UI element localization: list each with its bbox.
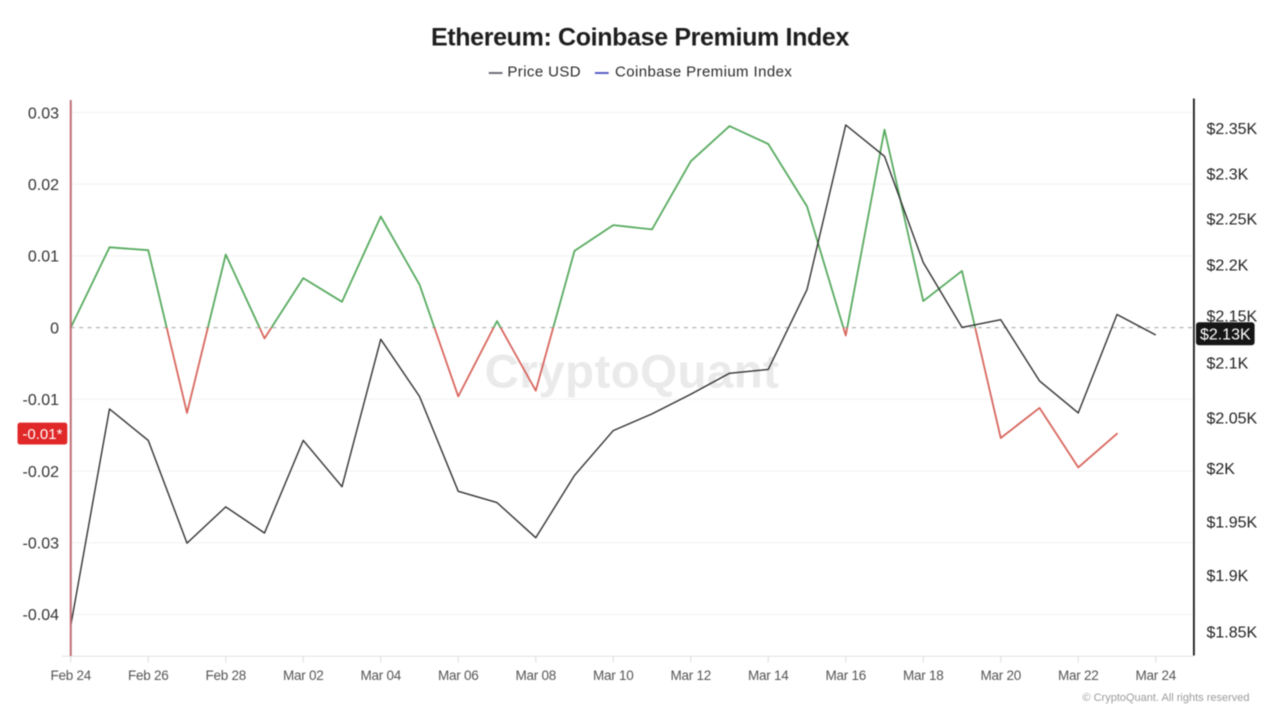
svg-text:Mar 14: Mar 14 xyxy=(748,668,789,683)
svg-text:-0.01: -0.01 xyxy=(23,392,60,409)
svg-text:Price USD: Price USD xyxy=(507,64,581,81)
svg-text:0.01: 0.01 xyxy=(28,249,59,266)
svg-text:Mar 10: Mar 10 xyxy=(593,668,634,683)
svg-text:Mar 12: Mar 12 xyxy=(670,668,711,683)
svg-text:Mar 06: Mar 06 xyxy=(438,668,479,683)
svg-text:Mar 02: Mar 02 xyxy=(283,668,324,683)
svg-text:$1.95K: $1.95K xyxy=(1207,515,1258,532)
svg-text:-0.02: -0.02 xyxy=(23,464,60,481)
svg-text:CryptoQuant: CryptoQuant xyxy=(485,345,780,398)
svg-text:© CryptoQuant. All rights rese: © CryptoQuant. All rights reserved xyxy=(1082,692,1249,704)
svg-text:-0.03: -0.03 xyxy=(23,536,60,553)
svg-text:$2.1K: $2.1K xyxy=(1207,355,1249,372)
svg-text:0.03: 0.03 xyxy=(28,105,59,122)
svg-text:Coinbase Premium Index: Coinbase Premium Index xyxy=(615,64,792,81)
svg-text:$1.9K: $1.9K xyxy=(1207,568,1249,585)
svg-text:Mar 04: Mar 04 xyxy=(360,668,401,683)
svg-text:-0.04: -0.04 xyxy=(23,607,60,624)
svg-text:Mar 18: Mar 18 xyxy=(903,668,944,683)
svg-text:Feb 28: Feb 28 xyxy=(205,668,246,683)
svg-text:0.02: 0.02 xyxy=(28,177,59,194)
svg-text:$2.25K: $2.25K xyxy=(1207,212,1258,229)
svg-text:-0.01*: -0.01* xyxy=(22,426,62,443)
svg-text:Mar 08: Mar 08 xyxy=(515,668,556,683)
svg-text:Feb 24: Feb 24 xyxy=(50,668,91,683)
svg-text:$2.35K: $2.35K xyxy=(1207,121,1258,138)
svg-text:$1.85K: $1.85K xyxy=(1207,625,1258,642)
svg-text:Ethereum: Coinbase Premium Ind: Ethereum: Coinbase Premium Index xyxy=(431,24,850,52)
svg-text:$2.3K: $2.3K xyxy=(1207,167,1249,184)
svg-text:Mar 16: Mar 16 xyxy=(825,668,866,683)
svg-text:$2.2K: $2.2K xyxy=(1207,258,1249,275)
svg-text:0: 0 xyxy=(50,320,59,337)
svg-text:Mar 22: Mar 22 xyxy=(1058,668,1099,683)
svg-text:$2K: $2K xyxy=(1207,461,1236,478)
svg-text:Mar 24: Mar 24 xyxy=(1135,668,1176,683)
svg-text:$2.13K: $2.13K xyxy=(1200,327,1251,344)
svg-text:$2.15K: $2.15K xyxy=(1207,309,1258,326)
svg-text:Mar 20: Mar 20 xyxy=(980,668,1021,683)
svg-text:Feb 26: Feb 26 xyxy=(128,668,169,683)
svg-text:$2.05K: $2.05K xyxy=(1207,410,1258,427)
